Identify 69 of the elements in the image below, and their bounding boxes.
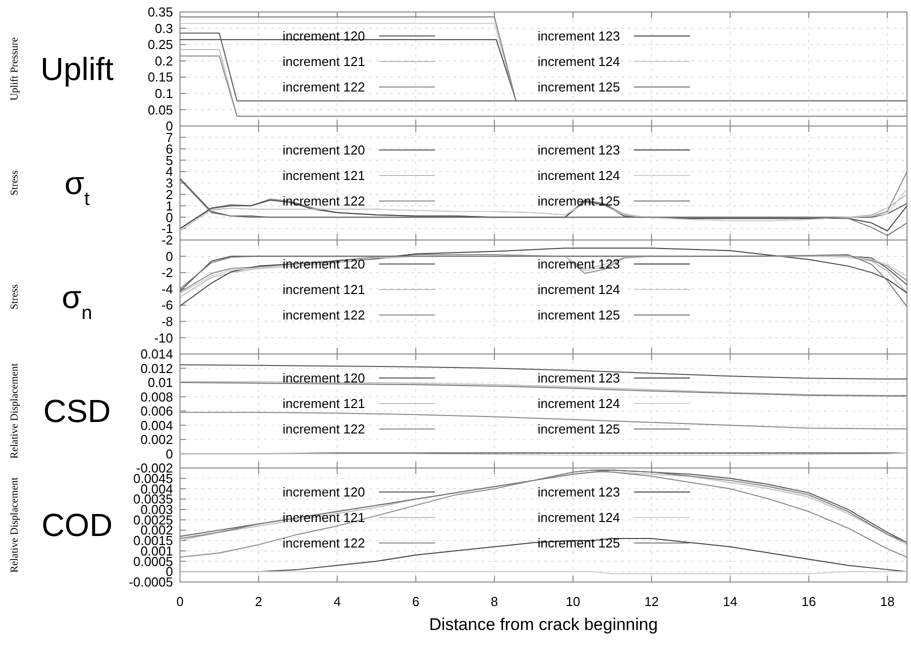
text: CSD [43,393,111,430]
y-tick-label: 0.15 [148,70,173,85]
legend-label: increment 124 [538,510,620,526]
x-tick-label: 16 [802,594,816,609]
x-axis-title: Distance from crack beginning [429,615,658,634]
x-tick-label: 6 [412,594,420,609]
y-tick-label: 0.014 [140,346,173,362]
x-tick-label: 2 [254,594,262,609]
x-tick-label: 0 [176,594,184,609]
legend-label: increment 125 [538,194,620,209]
y-tick-label: 0 [166,446,173,462]
legend-label: increment 122 [282,536,365,551]
legend-label: increment 120 [282,484,365,500]
y-axis-title: Relative Displacement [10,477,21,573]
y-tick-label: 0.25 [148,37,173,52]
legend-label: increment 122 [282,308,365,323]
legend-label: increment 125 [538,422,620,437]
y-tick-label: 0.01 [148,375,173,390]
legend-label: increment 123 [538,370,620,386]
y-tick-label: 0.3 [154,20,173,36]
legend-label: increment 122 [282,80,365,95]
y-tick-label: -10 [154,330,173,346]
y-tick-label: -6 [161,298,173,313]
legend-label: increment 121 [282,168,365,184]
legend-label: increment 123 [538,28,620,44]
text: σ$_{t}$ [64,165,90,210]
legend-label: increment 121 [282,54,365,70]
y-tick-label: 0.35 [148,4,173,20]
y-axis-title: Stress [10,170,21,196]
legend-label: increment 121 [282,396,365,412]
y-tick-label: -8 [161,314,173,329]
x-tick-label: 18 [880,594,895,609]
legend-label: increment 123 [538,142,620,158]
legend-label: increment 121 [282,510,365,526]
x-tick-label: 12 [644,594,659,609]
y-axis-title: Uplift Pressure [10,37,21,101]
text: COD [41,507,113,544]
y-tick-label: 0.008 [140,389,173,404]
x-tick-label: 14 [722,594,738,609]
y-tick-label: 0 [166,248,173,264]
y-tick-label: -2 [161,265,173,280]
legend-label: increment 124 [538,168,620,184]
text: Uplift [40,51,114,88]
x-tick-label: 10 [566,594,580,609]
legend-label: increment 120 [282,142,365,158]
legend-label: increment 124 [538,282,620,298]
legend-label: increment 123 [538,256,620,272]
legend-label: increment 125 [538,308,620,323]
legend-label: increment 122 [282,422,365,437]
y-tick-label: 0.1 [154,86,173,101]
legend-label: increment 121 [282,282,365,298]
legend-label: increment 124 [538,54,620,70]
y-tick-label: 0.006 [140,404,173,419]
legend-label: increment 123 [538,484,620,500]
y-tick-label: 0.05 [148,102,173,118]
legend-label: increment 124 [538,396,620,412]
y-axis-title: Stress [10,284,21,310]
legend-label: increment 122 [282,194,365,209]
y-axis-title: Relative Displacement [10,363,21,459]
x-tick-label: 4 [334,594,341,609]
legend-label: increment 125 [538,80,620,95]
y-tick-label: 0.004 [140,418,173,433]
y-tick-label: 0.012 [140,360,173,376]
x-tick-label: 8 [490,594,498,609]
y-tick-label: 0.002 [140,432,173,448]
legend-label: increment 120 [282,370,365,386]
y-tick-label: 0.2 [154,53,173,68]
text: σ$_{n}$ [62,279,92,324]
y-tick-label: -4 [161,281,173,296]
